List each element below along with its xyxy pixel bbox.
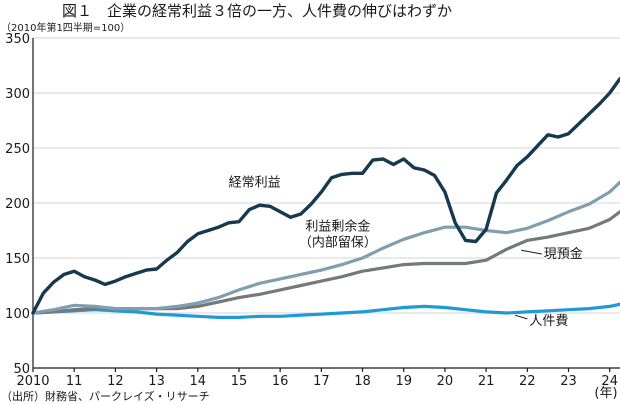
y-tick-label: 250 xyxy=(5,142,30,157)
gridlines xyxy=(33,37,620,314)
series-line-jinkenhi xyxy=(31,302,620,319)
series-label-yokin: 現預金 xyxy=(544,246,583,262)
x-tick-label: 24 xyxy=(601,374,618,389)
x-tick-label: 22 xyxy=(519,374,536,389)
x-tick-label: 21 xyxy=(478,374,495,389)
source-note: （出所）財務省、パークレイズ・リサーチ xyxy=(1,389,210,403)
y-tick-label: 200 xyxy=(5,197,30,212)
chart-title: 図１ 企業の経常利益３倍の一方、人件費の伸びはわずか xyxy=(62,2,452,20)
x-tick-label: 11 xyxy=(66,374,83,389)
series-label-rieki: 利益剰余金 xyxy=(305,219,370,235)
x-tick-label: 20 xyxy=(437,374,454,389)
x-tick-label: 14 xyxy=(189,374,206,389)
series-label-jinkenhi: 人件費 xyxy=(529,314,568,329)
series-label-rieki-line2: （内部留保） xyxy=(299,235,377,251)
y-tick-label: 100 xyxy=(5,307,30,322)
x-tick-label: 16 xyxy=(272,374,289,389)
y-tick-label: 150 xyxy=(5,252,30,267)
unit-note: （2010年第1四半期=100） xyxy=(1,21,130,34)
x-tick-label: 23 xyxy=(560,374,577,389)
series-label-keijo: 経常利益 xyxy=(229,176,281,191)
x-tick-label: 13 xyxy=(148,374,165,389)
x-tick-label: 2010 xyxy=(16,374,49,389)
y-tick-label: 300 xyxy=(5,87,30,102)
leader-line-yokin xyxy=(521,249,542,255)
x-tick-label: 18 xyxy=(354,374,371,389)
axes: 50 100 150 200 250 300 350 2010 11 12 13 14 15 16 17 18… xyxy=(5,32,620,389)
x-tick-label: 12 xyxy=(107,374,124,389)
year-unit-label: (年) xyxy=(594,386,617,401)
x-tick-label: 15 xyxy=(231,374,248,389)
series-lines xyxy=(31,76,620,319)
leader-line-jinkenhi xyxy=(514,314,528,320)
x-tick-label: 19 xyxy=(395,374,412,389)
y-tick-label: 50 xyxy=(13,362,30,377)
series-line-keijo xyxy=(31,76,620,315)
x-tick-label: 17 xyxy=(313,374,330,389)
y-tick-label: 350 xyxy=(5,32,30,47)
series-line-rieki xyxy=(31,180,620,315)
